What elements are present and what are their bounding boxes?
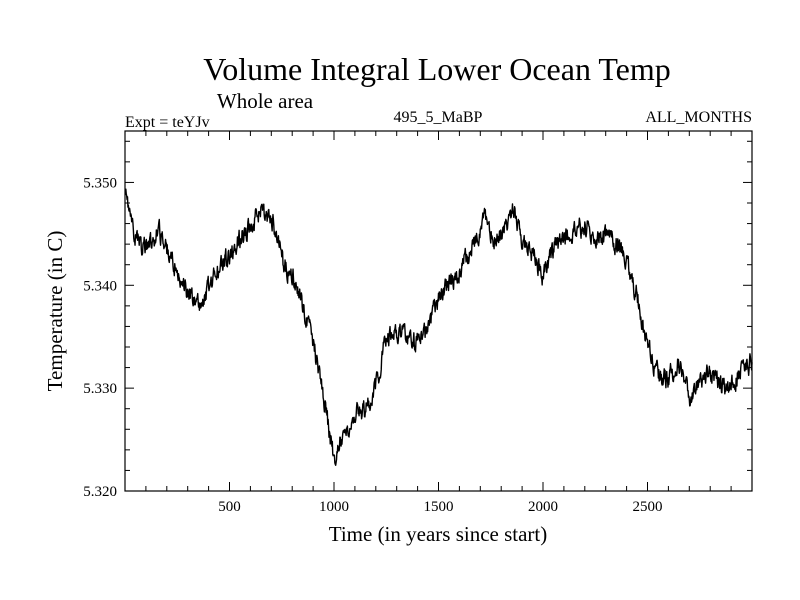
x-tick-label: 2500 [633,499,663,515]
x-tick-label: 500 [218,499,241,515]
y-tick-label: 5.320 [83,484,117,500]
x-tick-label: 1000 [319,499,349,515]
axis-ticks [125,131,752,492]
x-tick-label: 2000 [528,499,558,515]
temperature-series-line [124,188,753,466]
months-label: ALL_MONTHS [645,109,752,126]
y-tick-label: 5.340 [83,278,117,294]
experiment-label: Expt = teYJv [125,114,210,131]
y-axis-label: Temperature (in C) [43,231,67,392]
plot-frame [124,130,753,492]
y-tick-label: 5.330 [83,381,117,397]
chart-title: Volume Integral Lower Ocean Temp [203,51,671,87]
plot-area: 500 1000 1500 2000 2500 5.320 5.330 5.340 5.350 [83,130,753,515]
axis-tick-labels: 500 1000 1500 2000 2500 5.320 5.330 5.340 5.350 [83,175,662,515]
y-tick-label: 5.350 [83,175,117,191]
chart-subtitle: Whole area [217,89,314,113]
x-axis-label: Time (in years since start) [329,522,548,546]
x-tick-label: 1500 [424,499,454,515]
period-label: 495_5_MaBP [394,109,483,126]
